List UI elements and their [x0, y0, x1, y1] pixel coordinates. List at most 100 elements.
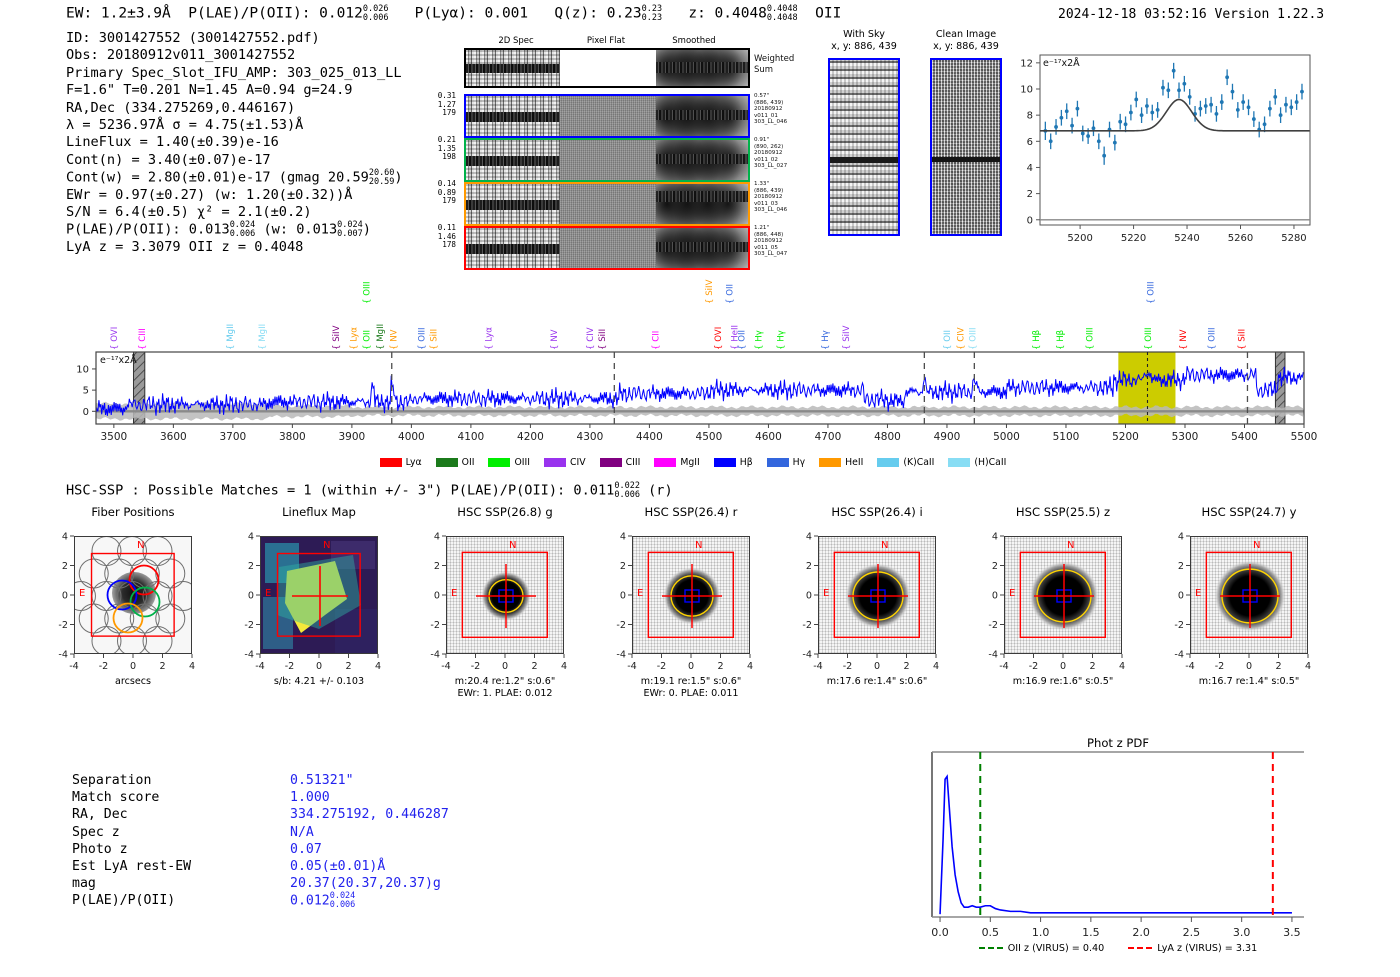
cutout-image[interactable]	[632, 536, 750, 654]
legend-item: Hγ	[766, 457, 805, 468]
svg-text:-4: -4	[1174, 650, 1184, 661]
cutout-title: Fiber Positions	[91, 505, 175, 519]
with-sky-title: With Sky x, y: 886, 439	[831, 29, 897, 52]
svg-text:5500: 5500	[1291, 431, 1318, 443]
svg-text:3.5: 3.5	[1283, 926, 1301, 939]
fiber-meta-line: v011_02	[754, 156, 778, 163]
svg-text:-4: -4	[430, 650, 440, 661]
svg-text:5100: 5100	[1053, 431, 1080, 443]
svg-text:4100: 4100	[458, 431, 485, 443]
cutout-image[interactable]	[446, 536, 564, 654]
legend-label: CIV	[570, 457, 586, 468]
fiber-meta-line: 20180912	[754, 194, 783, 201]
match-table-value: 0.05(±0.01)Å	[290, 858, 386, 874]
legend-swatch	[654, 458, 677, 467]
match-table-value: 334.275192, 0.446287	[290, 807, 449, 823]
legend-item: (K)CaII	[877, 457, 934, 468]
svg-text:4700: 4700	[815, 431, 842, 443]
svg-text:{ SiII: { SiII	[1238, 329, 1248, 350]
header-ew: EW: 1.2±3.9Å	[66, 5, 171, 22]
svg-text:5280: 5280	[1281, 233, 1306, 244]
svg-text:2: 2	[248, 561, 254, 572]
fiber-smoothed-image	[656, 140, 748, 180]
svg-text:{ Hβ: { Hβ	[1056, 330, 1066, 350]
svg-text:10: 10	[76, 364, 89, 375]
svg-text:{ NV: { NV	[550, 329, 560, 350]
svg-text:5300: 5300	[1172, 431, 1199, 443]
cutout-caption-2: EWr: 1. PLAE: 0.012	[457, 688, 553, 699]
cutout-image[interactable]	[74, 536, 192, 654]
emission-line-label: { CIII	[138, 328, 148, 350]
svg-text:{ OII: { OII	[726, 284, 736, 304]
photz-pdf-curve	[939, 774, 1292, 915]
timestamp-version: 2024-12-18 03:52:16 Version 1.22.3	[1058, 7, 1325, 22]
svg-text:-2: -2	[988, 620, 998, 631]
svg-text:-2: -2	[843, 661, 853, 672]
fiber-2dspec-image	[466, 228, 560, 268]
info-cont-w: Cont(w) = 2.80(±0.01)e-17 (gmag 20.59 20.…	[66, 168, 403, 187]
svg-text:{ OIII: { OIII	[1144, 327, 1154, 350]
legend-label: OIII	[514, 457, 530, 468]
match-table-value: 0.012 0.024 0.006	[290, 891, 356, 910]
photz-legend-label: OII z (VIRUS) = 0.40	[1007, 943, 1105, 954]
svg-text:{ OIII: { OIII	[1146, 281, 1156, 304]
svg-text:{ CIV: { CIV	[957, 327, 967, 350]
info-sn-chi2: S/N = 6.4(±0.5) χ² = 2.1(±0.2)	[66, 203, 312, 220]
svg-text:{ Hβ: { Hβ	[1032, 330, 1042, 350]
svg-text:5240: 5240	[1174, 233, 1199, 244]
cutout-image[interactable]	[1004, 536, 1122, 654]
fiber-meta-line: (886, 439)	[754, 187, 784, 194]
compass-north: N	[695, 540, 703, 551]
svg-text:{ OII: { OII	[363, 330, 373, 350]
legend-item: Hβ	[713, 457, 753, 468]
legend-item: OII	[435, 457, 474, 468]
match-table-value: 1.000	[290, 790, 330, 806]
cutout-image[interactable]	[260, 536, 378, 654]
fiber-stat: 0.89	[437, 187, 456, 197]
compass-north: N	[1067, 540, 1075, 551]
fiber-smoothed-image	[656, 228, 748, 268]
svg-text:{ OIII: { OIII	[1208, 327, 1218, 350]
svg-text:{ SiII: { SiII	[429, 329, 439, 350]
svg-text:4900: 4900	[934, 431, 961, 443]
emission-line-fit-chart: 0 2 4 6 8 10 12 5200 5220 5240 5260 5280 e⁻¹⁷x2Å	[1020, 54, 1311, 244]
legend-label: MgII	[680, 457, 700, 468]
svg-text:{ NV: { NV	[390, 329, 400, 350]
svg-text:{ OIII: { OIII	[363, 281, 373, 304]
cutout-title: HSC SSP(25.5) z	[1015, 505, 1111, 519]
emission-line-label: { OIII	[1146, 281, 1156, 304]
svg-text:-4: -4	[627, 661, 637, 672]
col-title-pixelflat: Pixel Flat	[586, 36, 626, 46]
col-title-2dspec: 2D Spec	[498, 36, 534, 46]
cutout-image[interactable]	[818, 536, 936, 654]
fiber-meta-line: 303_LL_027	[754, 163, 788, 170]
emission-line-label: { Hγ	[821, 330, 831, 350]
svg-text:8: 8	[1027, 111, 1033, 122]
cutout-caption-1: m:20.4 re:1.2" s:0.6"	[454, 676, 556, 687]
cutout-image[interactable]	[1190, 536, 1308, 654]
svg-text:{ SiII: { SiII	[598, 329, 608, 350]
compass-north: N	[509, 540, 517, 551]
legend-swatch	[948, 458, 971, 467]
legend-item: OIII	[488, 457, 530, 468]
svg-text:1.0: 1.0	[1032, 926, 1050, 939]
cutout-title: HSC SSP(26.4) i	[831, 505, 923, 519]
clean-image-title: Clean Image x, y: 886, 439	[933, 29, 999, 52]
header-plae-label: P(LAE)/P(OII): 0.012	[188, 5, 363, 22]
fiber-stat: 179	[442, 196, 456, 206]
fit-data-errorbars	[1043, 62, 1304, 165]
cutout-xlabel: s/b: 4.21 +/- 0.103	[273, 676, 365, 687]
fiber-meta-line: v011_01	[754, 112, 778, 119]
info-plae-errors: 0.024 0.006	[229, 220, 256, 239]
svg-text:4: 4	[434, 532, 440, 543]
svg-text:-2: -2	[58, 620, 68, 631]
fiber-stat: 0.11	[437, 223, 456, 232]
emission-line-label: { HeII	[731, 325, 741, 350]
gaussian-fit-curve	[1040, 98, 1310, 132]
svg-text:4: 4	[747, 661, 753, 672]
clean-image	[930, 58, 1002, 236]
svg-text:{ MgII: { MgII	[226, 324, 236, 350]
svg-text:{ CII: { CII	[651, 331, 661, 350]
svg-text:{ SiIV: { SiIV	[705, 279, 715, 304]
hsc-header: HSC-SSP : Possible Matches = 1 (within +…	[66, 481, 673, 500]
